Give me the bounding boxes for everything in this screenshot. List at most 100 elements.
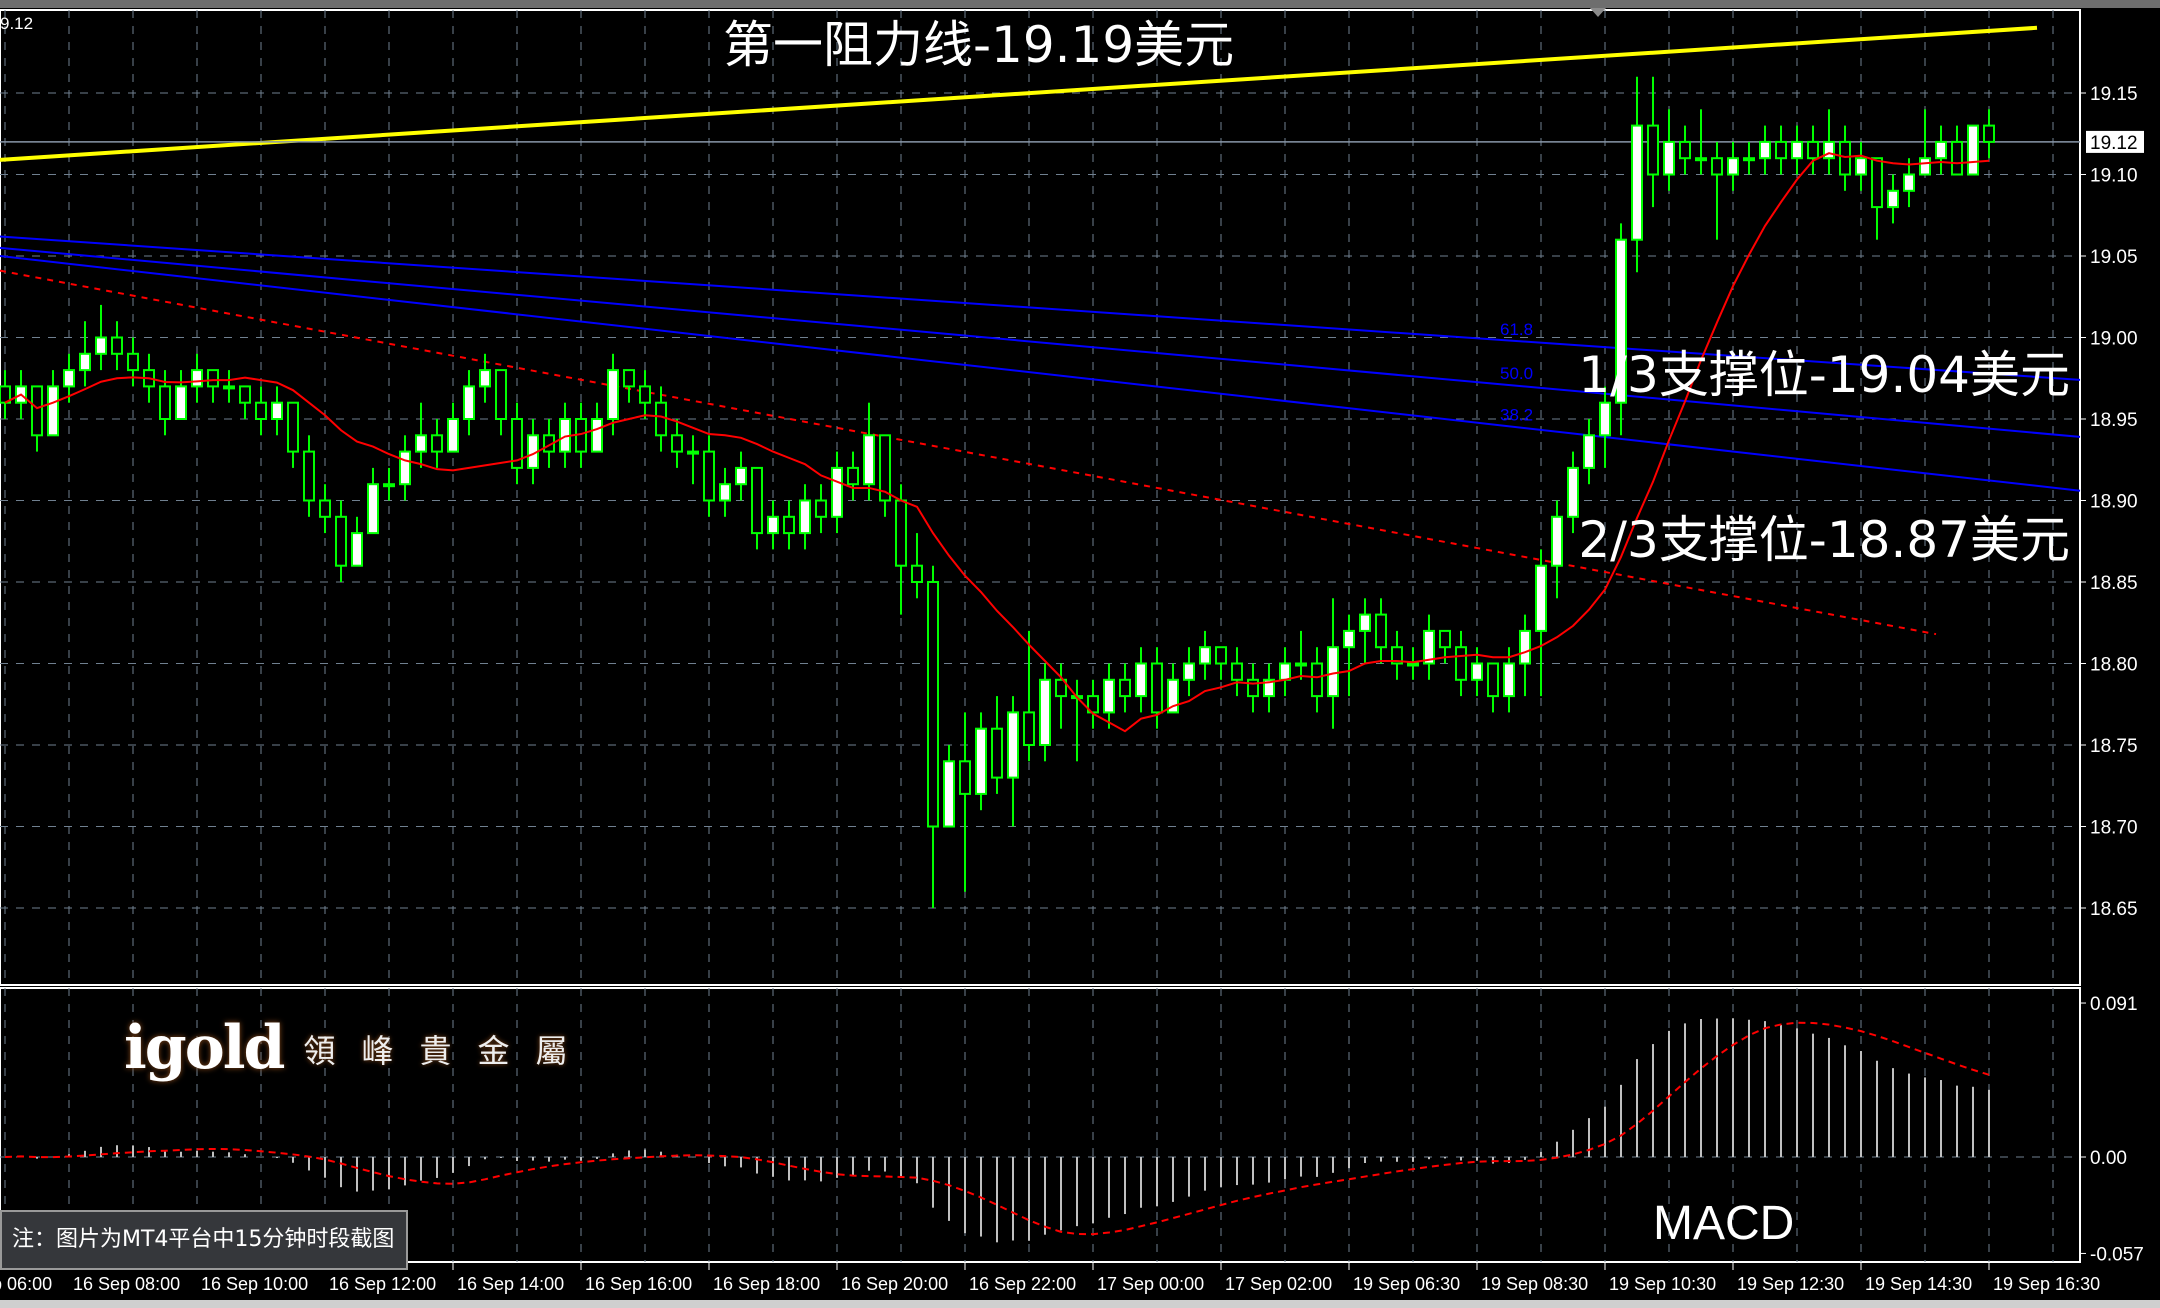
trendline-fib-50.0 — [0, 246, 2081, 438]
candle-body — [1151, 662, 1163, 714]
moving-average-line — [4, 152, 1990, 733]
trendline-red-dashed — [0, 269, 1937, 636]
candle-body — [1583, 434, 1595, 469]
candle-body — [1903, 173, 1915, 192]
macd-signal-line — [4, 1021, 1990, 1236]
candle-body — [1743, 157, 1755, 162]
candle-body — [1663, 140, 1675, 176]
candle-body — [111, 336, 123, 355]
candle-body — [1039, 678, 1051, 746]
candle-body — [815, 499, 827, 518]
candle-body — [1215, 646, 1227, 665]
candle-body — [831, 466, 843, 518]
candle-body — [991, 727, 1003, 779]
candle-body — [1439, 629, 1451, 649]
candle-body — [463, 385, 475, 420]
logo-cn: 領峰貴金屬 — [303, 1032, 594, 1070]
candle-body — [879, 434, 891, 502]
candle-body — [479, 369, 491, 388]
candle-body — [751, 466, 763, 535]
candle-body — [1935, 140, 1947, 160]
candle-body — [447, 418, 459, 453]
candle-body — [1647, 124, 1659, 176]
candle-body — [1967, 124, 1979, 176]
logo-en: igold — [124, 1013, 286, 1083]
time-tick-label: 16 Sep 10:00 — [201, 1274, 308, 1294]
igold-logo: igold 領峰貴金屬 — [124, 1018, 594, 1078]
candle-body — [1471, 662, 1483, 681]
candle-body — [271, 401, 283, 421]
trendline-fib-61.8 — [0, 235, 2081, 381]
candle-body — [1487, 662, 1499, 698]
candle-body — [383, 483, 395, 488]
candle-body — [959, 760, 971, 795]
candle-body — [415, 434, 427, 453]
candle-body — [351, 532, 363, 567]
candle-body — [639, 385, 651, 404]
time-tick-label: 16 Sep 12:00 — [329, 1274, 436, 1294]
candle-body — [927, 581, 939, 828]
candle-body — [1375, 613, 1387, 649]
candle-body — [1711, 157, 1723, 176]
time-tick-label: 19 Sep 06:30 — [1353, 1274, 1460, 1294]
price-tick-label: 19.15 — [2090, 84, 2138, 105]
candle-body — [1727, 157, 1739, 176]
candle-body — [735, 466, 747, 486]
support1-label: 1/3支撑位-19.04美元 — [1578, 346, 2070, 404]
candle-body — [31, 385, 43, 437]
macd-tick-label: 0.091 — [2090, 994, 2138, 1015]
candle-body — [799, 499, 811, 535]
time-tick-label: 19 Sep 08:30 — [1481, 1274, 1588, 1294]
timeframe-note: 注：图片为MT4平台中15分钟时段截图 — [0, 1210, 409, 1270]
candle-body — [1615, 238, 1627, 404]
window-bottom-border — [0, 1300, 2160, 1308]
candle-body — [1407, 662, 1419, 667]
candle-body — [431, 434, 443, 453]
candle-body — [703, 450, 715, 502]
candle-body — [1503, 662, 1515, 698]
candle-body — [1231, 662, 1243, 681]
candle-body — [911, 564, 923, 584]
time-tick-label: 17 Sep 02:00 — [1225, 1274, 1332, 1294]
candle-body — [623, 369, 635, 388]
time-tick-label: 17 Sep 00:00 — [1097, 1274, 1204, 1294]
price-tick-label: 18.95 — [2090, 410, 2138, 431]
candle-body — [607, 369, 619, 421]
candle-body — [1599, 401, 1611, 437]
support2-label: 2/3支撑位-18.87美元 — [1578, 511, 2070, 569]
candle-body — [975, 727, 987, 795]
candle-body — [511, 418, 523, 469]
candle-body — [255, 401, 267, 421]
candle-body — [1311, 662, 1323, 698]
time-tick-label: 16 Sep 08:00 — [73, 1274, 180, 1294]
candle-body — [495, 369, 507, 421]
candle-body — [719, 483, 731, 502]
candle-body — [847, 466, 859, 486]
candle-body — [319, 499, 331, 518]
fib-label: 38.2 — [1500, 405, 1533, 424]
candle-body — [1327, 646, 1339, 698]
candle-body — [687, 450, 699, 455]
price-tick-label: 19.10 — [2090, 166, 2138, 187]
candle-body — [1167, 678, 1179, 714]
price-tick-label: 19.05 — [2090, 247, 2138, 268]
candle-body — [223, 385, 235, 390]
fib-label: 50.0 — [1500, 364, 1533, 383]
candle-body — [1183, 662, 1195, 681]
candle-body — [1551, 515, 1563, 567]
candle-body — [1951, 140, 1963, 176]
candle-body — [287, 401, 299, 453]
candle-body — [591, 418, 603, 453]
price-tick-label: 18.75 — [2090, 736, 2138, 757]
candle-body — [367, 483, 379, 535]
candle-body — [1695, 157, 1707, 162]
candle-body — [1823, 140, 1835, 160]
price-tick-label: 18.65 — [2090, 899, 2138, 920]
candle-body — [655, 401, 667, 437]
price-tick-label: 18.85 — [2090, 573, 2138, 594]
candle-body — [1535, 564, 1547, 632]
candle-body — [191, 369, 203, 388]
time-tick-label: 16 Sep 06:00 — [0, 1274, 52, 1294]
price-tick-label: 18.70 — [2090, 818, 2138, 839]
